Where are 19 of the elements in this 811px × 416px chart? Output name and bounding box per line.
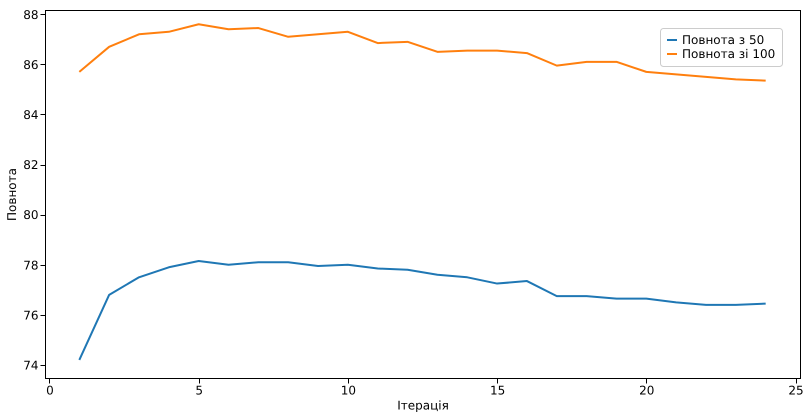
y-tick-label: 82 (23, 158, 38, 172)
x-tick-label: 0 (46, 384, 54, 398)
x-tick-label: 25 (788, 384, 804, 398)
y-tick-label: 86 (23, 58, 38, 72)
y-tick-label: 74 (23, 358, 38, 372)
y-tick-label: 84 (23, 108, 38, 122)
y-axis-title: Повнота (5, 168, 20, 221)
y-tick-label: 76 (23, 308, 38, 322)
legend-label: Повнота з 50 (682, 33, 764, 47)
x-tick-label: 10 (340, 384, 356, 398)
y-tick-label: 80 (23, 208, 38, 222)
y-tick-label: 88 (23, 8, 38, 22)
y-tick-label: 78 (23, 258, 38, 272)
x-tick-label: 15 (490, 384, 506, 398)
line-series (78, 260, 767, 361)
x-tick-label: 20 (639, 384, 654, 398)
x-axis-title: Ітерація (397, 398, 449, 412)
legend-label: Повнота зі 100 (682, 47, 776, 61)
x-tick-label: 5 (195, 384, 204, 398)
